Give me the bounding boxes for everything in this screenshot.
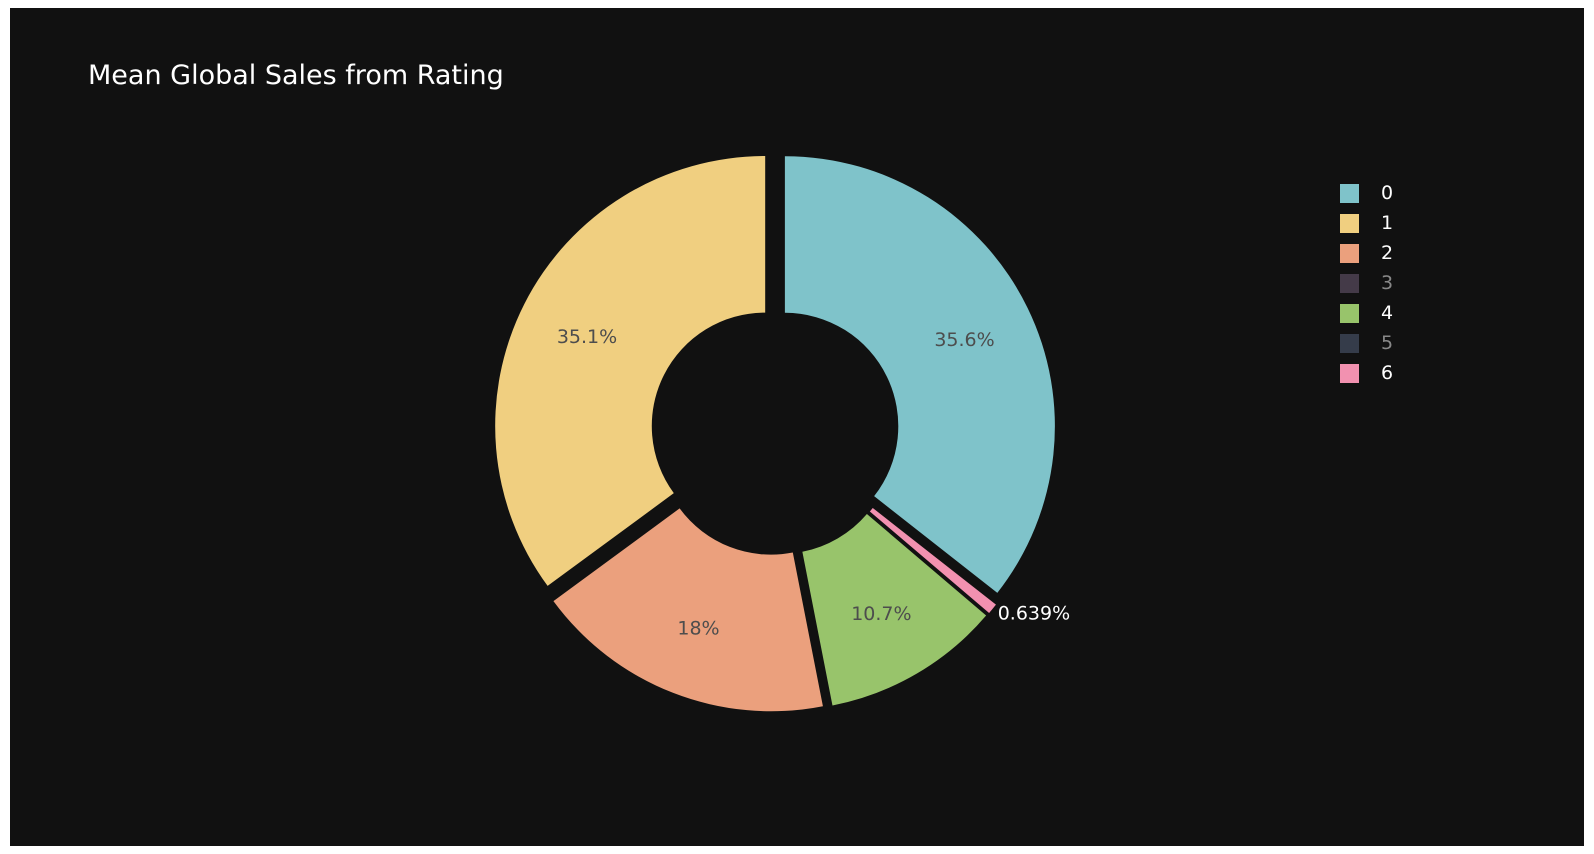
- chart-canvas: Mean Global Sales from Rating 35.6% 0.639…: [10, 8, 1584, 846]
- legend-item-4[interactable]: 4: [1340, 298, 1460, 328]
- slices-group: [495, 156, 1055, 712]
- pie-slice-0[interactable]: [784, 156, 1055, 593]
- legend-label-0: 0: [1381, 182, 1394, 204]
- legend-swatch-2: [1340, 243, 1359, 263]
- slice-label-0: 35.6%: [934, 329, 994, 351]
- slice-label-4: 10.7%: [851, 603, 911, 625]
- slice-label-1: 35.1%: [557, 326, 617, 348]
- legend-label-3: 3: [1381, 272, 1394, 294]
- slice-label-6: 0.639%: [998, 602, 1070, 624]
- pie-slice-4[interactable]: [802, 514, 987, 706]
- chart-title: Mean Global Sales from Rating: [88, 60, 504, 91]
- legend-item-1[interactable]: 1: [1340, 208, 1460, 238]
- legend-swatch-5: [1340, 333, 1359, 353]
- legend-label-1: 1: [1381, 212, 1394, 234]
- legend-item-2[interactable]: 2: [1340, 238, 1460, 268]
- legend-item-3[interactable]: 3: [1340, 268, 1460, 298]
- pie-slice-6[interactable]: [869, 507, 996, 613]
- legend-swatch-6: [1340, 363, 1359, 383]
- legend-label-4: 4: [1381, 302, 1394, 324]
- legend-swatch-1: [1340, 213, 1359, 233]
- legend-label-2: 2: [1381, 242, 1394, 264]
- legend-swatch-0: [1340, 183, 1359, 203]
- legend-swatch-4: [1340, 303, 1359, 323]
- donut-chart: 35.6% 0.639% 10.7% 18% 35.1%: [495, 156, 1070, 712]
- legend-label-6: 6: [1381, 362, 1394, 384]
- legend-item-5[interactable]: 5: [1340, 328, 1460, 358]
- legend-item-0[interactable]: 0: [1340, 178, 1460, 208]
- legend-label-5: 5: [1381, 332, 1394, 354]
- slice-label-2: 18%: [677, 617, 719, 639]
- legend-item-6[interactable]: 6: [1340, 358, 1460, 388]
- pie-slice-1[interactable]: [495, 156, 766, 586]
- pie-slice-2[interactable]: [553, 508, 823, 712]
- slice-labels-group: 35.6% 0.639% 10.7% 18% 35.1%: [557, 326, 1070, 639]
- legend-swatch-3: [1340, 273, 1359, 293]
- legend: 0 1 2 3 4 5 6: [1340, 178, 1460, 388]
